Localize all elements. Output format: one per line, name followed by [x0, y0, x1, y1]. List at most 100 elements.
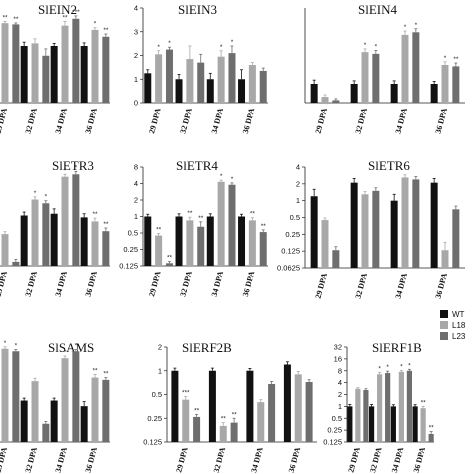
y-tick-label: 2 [296, 179, 300, 188]
bar-l18 [398, 371, 404, 442]
x-tick-label: 29 DPA [0, 107, 9, 135]
bar-l18 [401, 34, 409, 103]
bar-l23 [165, 263, 173, 266]
significance-label: *** [182, 390, 190, 397]
bar-l23 [12, 261, 20, 266]
significance-label: ** [198, 215, 204, 222]
x-tick-label: 34 DPA [54, 107, 69, 135]
bar-l23 [228, 184, 236, 266]
x-tick-label: 34 DPA [394, 107, 409, 135]
significance-label: * [444, 55, 447, 62]
significance-label: ** [261, 223, 267, 230]
bar-wt [206, 79, 214, 103]
bar-l18 [248, 65, 256, 103]
significance-label: * [404, 24, 407, 31]
significance-label: ** [232, 411, 238, 418]
significance-label: * [378, 365, 381, 372]
significance-label: * [64, 349, 67, 356]
bar-wt [246, 370, 254, 442]
x-tick-label: 29 DPA [147, 270, 162, 298]
chart-panel-slein2: SlEIN2** **29 DPA 32 DPA*****34 DPA***36 D… [0, 2, 110, 134]
chart-title: SlSAMS [48, 340, 94, 355]
bar-l18 [182, 399, 190, 442]
chart-title: SlETR3 [52, 158, 94, 173]
significance-label: ** [103, 221, 109, 228]
bar-wt [20, 46, 28, 103]
x-tick-label: 34 DPA [394, 272, 409, 300]
y-tick-label: 0 [134, 99, 138, 108]
bar-l23 [72, 351, 80, 442]
bar-l23 [412, 32, 420, 103]
x-tick-label: 34 DPA [210, 107, 225, 135]
y-tick-label: 0.5 [290, 213, 300, 222]
bar-wt [238, 79, 246, 103]
bar-l23 [372, 190, 380, 268]
bar-wt [350, 182, 358, 268]
bar-l23 [102, 379, 110, 442]
bar-l18 [1, 234, 9, 266]
bar-l18 [321, 220, 329, 268]
bar-l23 [102, 231, 110, 266]
bar-wt [144, 73, 152, 103]
significance-label: ** [92, 367, 98, 374]
bar-wt [430, 182, 438, 268]
y-tick-label: 2 [134, 51, 138, 60]
x-tick-label: 36 DPA [241, 107, 256, 135]
y-tick-label: 1 [296, 196, 300, 205]
bar-wt [347, 406, 353, 442]
bar-l18 [155, 54, 163, 103]
significance-label: * [386, 364, 389, 371]
bar-wt [283, 364, 291, 442]
bar-l23 [197, 226, 205, 266]
y-tick-label: 32 [334, 343, 342, 352]
bar-l23 [452, 209, 460, 268]
significance-label: * [64, 167, 67, 174]
chart-panel-slein3: SlEIN3 0 1 2 3 4 * * 29 DPA 32 DPA * * 34 DPA 36 DPA [134, 2, 268, 134]
y-tick-label: 0.125 [281, 247, 300, 256]
x-tick-label: 36 DPA [434, 272, 449, 300]
bar-l18 [91, 377, 99, 442]
chart-title: SlEIN3 [178, 2, 217, 17]
x-tick-label: 29 DPA [346, 446, 361, 474]
bar-wt [175, 79, 183, 103]
y-tick-label: 2 [338, 390, 342, 399]
bar-l18 [217, 181, 225, 266]
bar-wt [50, 46, 58, 103]
y-tick-label: 1 [338, 402, 342, 411]
x-tick-label: 36 DPA [434, 107, 449, 135]
y-tick-label: 16 [334, 354, 342, 363]
x-tick-label: 34 DPA [54, 270, 69, 298]
legend-swatch-l23 [440, 332, 448, 340]
x-tick-label: 36 DPA [84, 270, 99, 298]
y-tick-label: 4 [134, 179, 138, 188]
bar-wt [412, 406, 418, 442]
x-tick-label: 29 DPA [0, 446, 9, 474]
significance-label: *** [72, 9, 80, 16]
significance-label: ** [92, 211, 98, 218]
bar-l18 [321, 97, 329, 103]
bar-wt [20, 215, 28, 266]
x-tick-label: 32 DPA [178, 270, 193, 298]
y-tick-label: 8 [134, 163, 138, 172]
bar-l18 [361, 194, 369, 268]
significance-label: ** [13, 16, 19, 23]
bar-l18 [257, 402, 265, 442]
significance-label: ** [221, 416, 227, 423]
legend-swatch-l18 [440, 321, 448, 329]
bar-l18 [61, 176, 69, 266]
bar-wt [430, 84, 438, 103]
significance-label: * [231, 39, 234, 46]
x-tick-label: 36 DPA [287, 446, 302, 474]
chart-title: SlEIN4 [358, 2, 398, 17]
bar-l18 [248, 220, 256, 266]
x-tick-label: 32 DPA [24, 107, 39, 135]
bar-l23 [230, 422, 238, 442]
y-tick-label: 0.25 [327, 426, 342, 435]
significance-label: ** [250, 211, 256, 218]
bar-l23 [72, 18, 80, 103]
bar-wt [50, 213, 58, 266]
bar-wt [50, 400, 58, 442]
bar-l18 [1, 348, 9, 442]
